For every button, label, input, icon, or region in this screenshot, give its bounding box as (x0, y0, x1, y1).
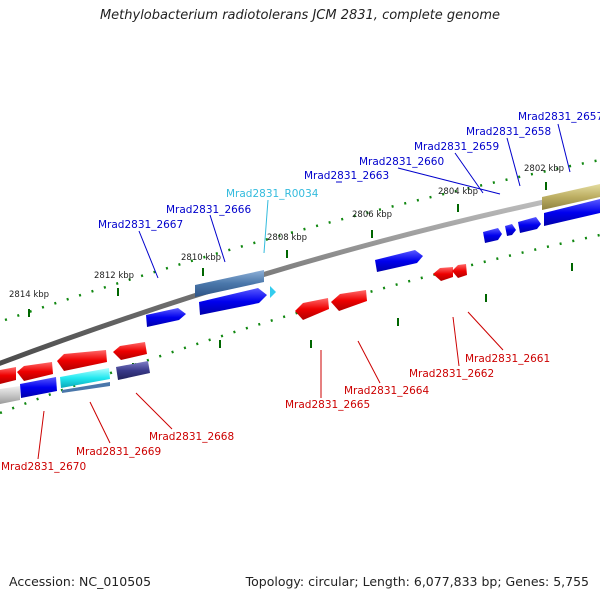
gene-label[interactable]: Mrad2831_R0034 (226, 188, 319, 200)
ruler-label: 2812 kbp (94, 271, 134, 281)
gene-feature[interactable] (542, 184, 600, 210)
gene-feature[interactable] (17, 362, 53, 381)
ruler-label: 2804 kbp (438, 187, 478, 197)
gene-label[interactable]: Mrad2831_2661 (465, 353, 550, 365)
ruler-label: 2802 kbp (524, 164, 564, 174)
gene-label[interactable]: Mrad2831_2670 (1, 461, 86, 473)
gene-feature[interactable] (433, 267, 453, 281)
major-ticks-outer (28, 182, 547, 317)
forward-features (146, 184, 600, 327)
gene-label[interactable]: Mrad2831_2665 (285, 399, 370, 411)
gene-feature[interactable] (195, 270, 264, 297)
gene-feature[interactable] (113, 342, 147, 360)
gene-label[interactable]: Mrad2831_2669 (76, 446, 161, 458)
genome-summary-text: Topology: circular; Length: 6,077,833 bp… (245, 574, 589, 589)
gene-label[interactable]: Mrad2831_2659 (414, 141, 499, 153)
rna-feature[interactable] (270, 286, 276, 298)
accession-text: Accession: NC_010505 (9, 574, 152, 589)
gene-feature[interactable] (505, 224, 516, 236)
gene-feature[interactable] (57, 350, 107, 371)
gene-feature[interactable] (62, 382, 110, 393)
gene-feature[interactable] (199, 288, 267, 315)
gene-label[interactable]: Mrad2831_2662 (409, 368, 494, 380)
gene-label[interactable]: Mrad2831_2667 (98, 219, 183, 231)
map-title: Methylobacterium radiotolerans JCM 2831,… (99, 8, 501, 23)
ruler-label: 2808 kbp (267, 233, 307, 243)
reverse-features (0, 264, 467, 404)
gene-feature[interactable] (331, 290, 367, 311)
gene-feature[interactable] (518, 217, 541, 233)
reverse-leader-lines (37, 311, 504, 460)
rna-leader-line (263, 199, 269, 254)
ruler-label: 2810 kbp (181, 253, 221, 263)
gene-feature[interactable] (146, 308, 186, 327)
gene-feature[interactable] (295, 298, 329, 320)
gene-feature[interactable] (0, 367, 16, 384)
gene-label[interactable]: Mrad2831_2664 (344, 385, 429, 397)
genome-backbone (0, 187, 600, 366)
gene-feature[interactable] (452, 264, 467, 278)
gene-label[interactable]: Mrad2831_2658 (466, 126, 551, 138)
gene-label[interactable]: Mrad2831_2660 (359, 156, 444, 168)
gene-feature[interactable] (20, 377, 57, 398)
gene-label[interactable]: Mrad2831_2668 (149, 431, 234, 443)
gene-feature[interactable] (116, 361, 150, 380)
gene-feature[interactable] (375, 250, 423, 272)
gene-feature[interactable] (483, 228, 502, 243)
gene-feature[interactable] (60, 368, 110, 388)
forward-leader-lines (138, 123, 571, 279)
gene-label[interactable]: Mrad2831_2666 (166, 204, 251, 216)
gene-feature[interactable] (0, 386, 20, 404)
ruler-label: 2814 kbp (9, 290, 49, 300)
gene-feature[interactable] (544, 199, 600, 226)
gene-label[interactable]: Mrad2831_2663 (304, 170, 389, 182)
ruler-label: 2806 kbp (352, 210, 392, 220)
gene-label[interactable]: Mrad2831_2657 (518, 111, 600, 123)
